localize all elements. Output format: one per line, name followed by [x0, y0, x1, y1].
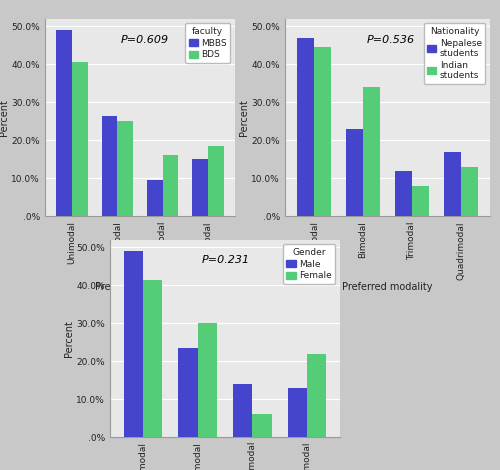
Bar — [118, 121, 133, 216]
Bar — [314, 47, 332, 216]
Bar — [460, 167, 478, 216]
Bar — [147, 180, 162, 216]
Text: P=0.231: P=0.231 — [202, 256, 250, 266]
Bar — [412, 186, 429, 216]
Bar — [72, 63, 88, 216]
Legend: Male, Female: Male, Female — [283, 244, 336, 284]
X-axis label: Preferred modality: Preferred modality — [342, 282, 433, 292]
Bar — [288, 388, 307, 437]
Bar — [162, 156, 178, 216]
Bar — [192, 159, 208, 216]
Bar — [307, 353, 326, 437]
Text: P=0.609: P=0.609 — [121, 35, 169, 45]
Y-axis label: Percent: Percent — [238, 99, 248, 136]
Text: P=0.536: P=0.536 — [367, 35, 415, 45]
Bar — [233, 384, 252, 437]
Bar — [444, 152, 460, 216]
Bar — [124, 251, 143, 437]
Bar — [102, 116, 117, 216]
Bar — [346, 129, 363, 216]
Legend: Nepalese
students, Indian
students: Nepalese students, Indian students — [424, 24, 486, 84]
Legend: MBBS, BDS: MBBS, BDS — [185, 24, 230, 63]
Bar — [198, 323, 217, 437]
X-axis label: Preferred modality: Preferred modality — [95, 282, 185, 292]
Bar — [363, 87, 380, 216]
Bar — [208, 146, 224, 216]
Bar — [297, 38, 314, 216]
Y-axis label: Percent: Percent — [64, 320, 74, 357]
Bar — [143, 280, 162, 437]
Y-axis label: Percent: Percent — [0, 99, 8, 136]
Bar — [56, 30, 72, 216]
Bar — [252, 415, 272, 437]
Bar — [178, 348, 198, 437]
Bar — [395, 171, 412, 216]
